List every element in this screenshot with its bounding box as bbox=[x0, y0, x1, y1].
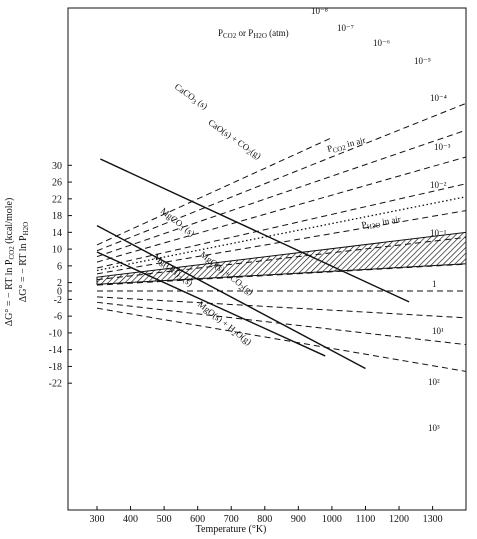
svg-text:CaO(s) + CO2(g): CaO(s) + CO2(g) bbox=[205, 117, 263, 162]
pressure-line-label: 10¹ bbox=[432, 326, 444, 336]
pressure-line bbox=[96, 210, 466, 275]
pressure-lines bbox=[96, 102, 466, 372]
svg-text:MgO(s) + H2O(g): MgO(s) + H2O(g) bbox=[195, 299, 254, 349]
pressure-line-label: 10² bbox=[428, 377, 440, 387]
x-axis-title: Temperature (°K) bbox=[196, 524, 267, 535]
x-tick-label: 800 bbox=[257, 514, 272, 525]
y-tick-label: -6 bbox=[54, 312, 62, 323]
y-tick-label: 14 bbox=[52, 228, 62, 239]
mgco3-reaction-line bbox=[96, 225, 366, 370]
pressure-line-label: 10³ bbox=[428, 423, 440, 433]
caco3-reaction-line bbox=[100, 158, 410, 303]
pressure-line-label: 10⁻¹ bbox=[430, 228, 447, 238]
svg-text:CaCO3 (s): CaCO3 (s) bbox=[172, 81, 210, 112]
pressure-line bbox=[96, 102, 466, 252]
pressure-line bbox=[96, 183, 466, 269]
y-tick-label: 10 bbox=[52, 245, 62, 256]
co2-in-air-label: PCO2 in air bbox=[326, 135, 367, 156]
pressure-line-label: 10⁻² bbox=[430, 180, 447, 190]
pressure-line bbox=[96, 263, 466, 286]
pressure-line bbox=[96, 129, 466, 258]
x-tick-label: 300 bbox=[90, 514, 105, 525]
pressure-line-label: 10⁻⁶ bbox=[373, 38, 390, 48]
pressure-line-label: 10⁻³ bbox=[434, 142, 451, 152]
x-tick-label: 700 bbox=[224, 514, 239, 525]
pressure-line-label: 10⁻⁴ bbox=[430, 93, 447, 103]
pressure-line-label: 10⁻⁸ bbox=[311, 6, 328, 16]
y-tick-label: 30 bbox=[52, 161, 62, 172]
pressure-line bbox=[96, 307, 466, 372]
co2-in-air-line bbox=[96, 196, 466, 272]
x-tick-label: 1100 bbox=[356, 514, 376, 525]
axis-ticks: 300 400 500 600 700 800 900 1000 1100 1200 1300302… bbox=[49, 161, 443, 525]
y-axis-title-2: ΔG° = − RT ln PH2O bbox=[18, 222, 30, 302]
y-tick-label: -18 bbox=[49, 362, 62, 373]
x-tick-label: 1000 bbox=[322, 514, 342, 525]
x-tick-label: 400 bbox=[123, 514, 138, 525]
y-tick-label: -22 bbox=[49, 379, 62, 390]
pressure-line bbox=[96, 137, 333, 246]
co2-in-air-dotted-line bbox=[96, 196, 466, 272]
y-tick-label: 6 bbox=[57, 261, 62, 272]
y-tick-label: 26 bbox=[52, 178, 62, 189]
x-tick-label: 600 bbox=[190, 514, 205, 525]
y-axis-title-1: ΔG° = − RT ln PCO2 (kcal/mole) bbox=[4, 198, 16, 327]
pressure-labels: 10⁻⁸ 10⁻⁷ 10⁻⁶ 10⁻⁵ 10⁻⁴ 10⁻³ 10⁻² 10⁻¹ 1 10¹ 10² 1… bbox=[311, 6, 451, 433]
y-tick-label: 0 bbox=[57, 287, 62, 298]
x-tick-label: 900 bbox=[291, 514, 306, 525]
reaction-lines bbox=[96, 158, 410, 370]
x-tick-label: 1300 bbox=[423, 514, 443, 525]
x-tick-label: 500 bbox=[157, 514, 172, 525]
pressure-line-label: 1 bbox=[432, 279, 437, 289]
y-tick-label: -2 bbox=[54, 295, 62, 306]
pressure-header-label: PCO2 or PH2O (atm) bbox=[218, 28, 289, 40]
pressure-line-label: 10⁻⁷ bbox=[337, 23, 354, 33]
pressure-line bbox=[96, 236, 466, 281]
pressure-line-label: 10⁻⁵ bbox=[414, 56, 431, 66]
reaction-label-caco3: CaCO3 (s) CaO(s) + CO2(g) bbox=[172, 81, 263, 162]
svg-text:MgCO3 (s): MgCO3 (s) bbox=[158, 206, 197, 240]
y-tick-label: -14 bbox=[49, 345, 62, 356]
y-tick-label: 22 bbox=[52, 194, 62, 205]
h2o-in-air-label: PH2O in air bbox=[361, 214, 402, 232]
x-tick-label: 1200 bbox=[389, 514, 409, 525]
y-tick-label: -10 bbox=[49, 328, 62, 339]
pressure-line bbox=[96, 296, 466, 319]
y-tick-label: 2 bbox=[57, 278, 62, 289]
mgoh2-reaction-line bbox=[96, 251, 326, 357]
y-tick-label: 18 bbox=[52, 211, 62, 222]
pressure-line bbox=[96, 156, 466, 263]
